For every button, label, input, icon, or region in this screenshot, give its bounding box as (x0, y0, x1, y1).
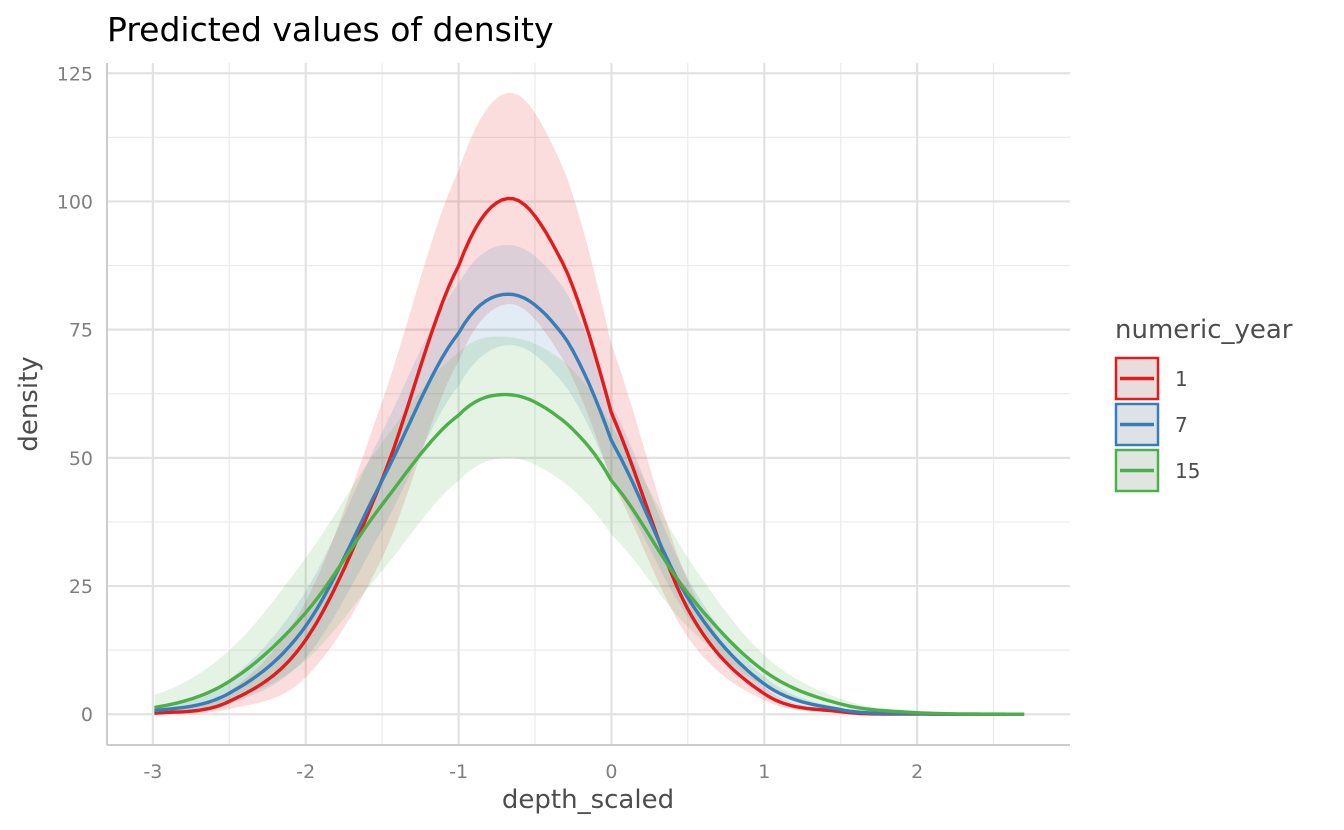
x-tick-label: 1 (758, 761, 770, 783)
series-line-15 (154, 392, 1025, 716)
x-tick-label: -1 (449, 761, 468, 783)
legend-label: 7 (1175, 413, 1188, 437)
series-line-7 (154, 292, 1025, 716)
x-axis-title: depth_scaled (502, 785, 674, 815)
legend-item-15: 15 (1114, 448, 1200, 493)
y-axis-title: density (14, 356, 44, 451)
y-tick-label: 25 (69, 576, 93, 598)
ci-band-15 (154, 336, 1025, 715)
x-tick-label: -3 (143, 761, 162, 783)
y-tick-label: 125 (57, 63, 93, 85)
tick-labels: -3 -2 -1 0 1 2 0 25 50 75 100 125 (57, 63, 923, 783)
confidence-bands (154, 92, 1025, 715)
axes (106, 63, 1070, 746)
legend: numeric_year 1 7 15 (1114, 315, 1293, 493)
y-tick-label: 75 (69, 320, 93, 342)
grid (107, 63, 1070, 745)
legend-label: 15 (1175, 459, 1200, 483)
y-tick-label: 50 (69, 448, 93, 470)
legend-label: 1 (1175, 367, 1188, 391)
y-tick-label: 100 (57, 191, 93, 213)
y-tick-label: 0 (81, 704, 93, 726)
ci-band-1 (154, 92, 1025, 715)
series-lines (154, 196, 1025, 716)
x-tick-label: 0 (605, 761, 617, 783)
legend-item-7: 7 (1114, 402, 1188, 447)
chart-title: Predicted values of density (107, 10, 554, 49)
x-tick-label: -2 (296, 761, 315, 783)
legend-item-1: 1 (1114, 356, 1188, 401)
legend-title: numeric_year (1115, 315, 1293, 345)
x-tick-label: 2 (911, 761, 923, 783)
